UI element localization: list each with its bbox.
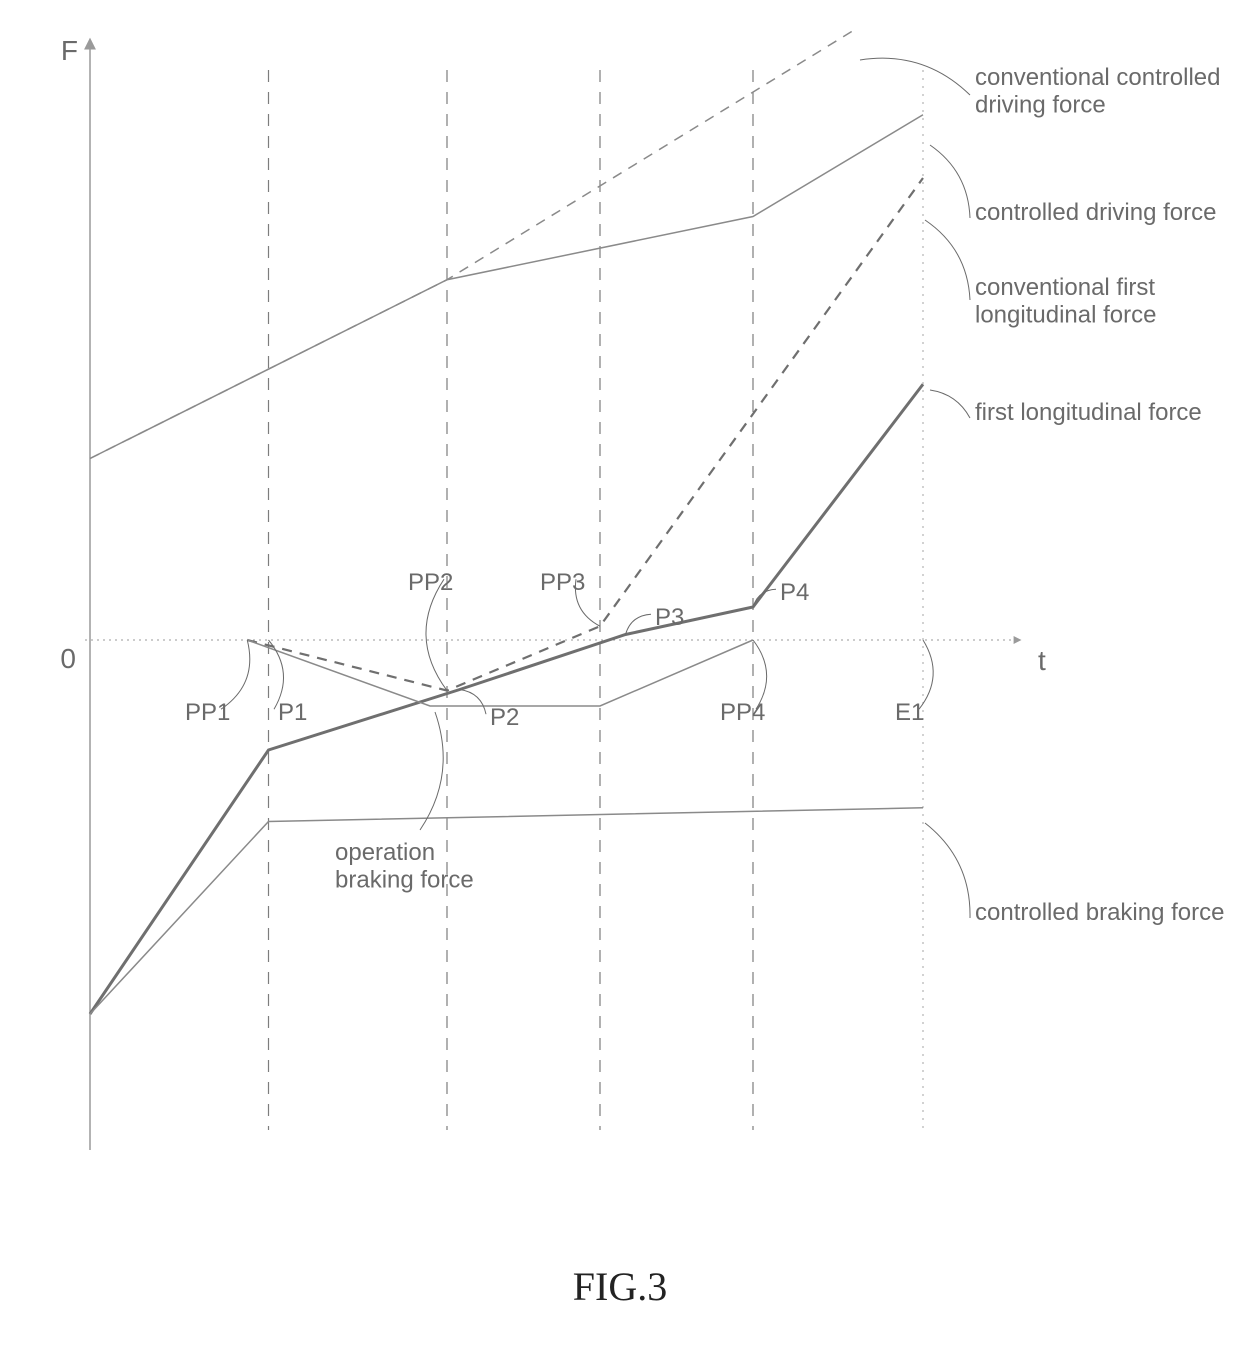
point-label-P2: P2 [490, 704, 519, 731]
series-ctrl_driving [90, 115, 923, 459]
point-label-P4: P4 [780, 579, 809, 606]
leader-first_long [930, 390, 970, 418]
leader-P2 [460, 690, 486, 715]
series-label-first_long: first longitudinal force [975, 399, 1202, 426]
point-label-PP2: PP2 [408, 569, 453, 596]
series-conv_ctrl_driving [90, 30, 855, 459]
leader-ctrl_braking [925, 823, 970, 918]
series-label-ctrl_driving: controlled driving force [975, 199, 1216, 226]
point-label-P1: P1 [278, 699, 307, 726]
series-label-conv_first_long: conventional firstlongitudinal force [975, 274, 1156, 329]
origin-label: 0 [60, 643, 76, 674]
point-label-PP1: PP1 [185, 699, 230, 726]
leader-op_braking [420, 712, 443, 830]
leader-conv_ctrl_driving [860, 58, 970, 95]
series-op_braking [247, 640, 753, 706]
series-label-ctrl_braking: controlled braking force [975, 899, 1224, 926]
leader-ctrl_driving [930, 145, 970, 218]
point-label-E1: E1 [895, 699, 924, 726]
x-axis-label: t [1038, 645, 1046, 676]
y-axis-label: F [61, 35, 78, 66]
point-label-P3: P3 [655, 604, 684, 631]
series-label-conv_ctrl_driving: conventional controlleddriving force [975, 64, 1221, 119]
series-conv_first_long [247, 178, 923, 691]
series-label-op_braking: operationbraking force [335, 839, 474, 894]
point-label-PP3: PP3 [540, 569, 585, 596]
series-ctrl_braking [90, 808, 923, 1014]
force-time-diagram: Ft 0 conventional controlleddriving force c… [0, 0, 1240, 1349]
leader-conv_first_long [925, 220, 970, 300]
figure-caption: FIG.3 [573, 1264, 667, 1309]
point-label-PP4: PP4 [720, 699, 765, 726]
